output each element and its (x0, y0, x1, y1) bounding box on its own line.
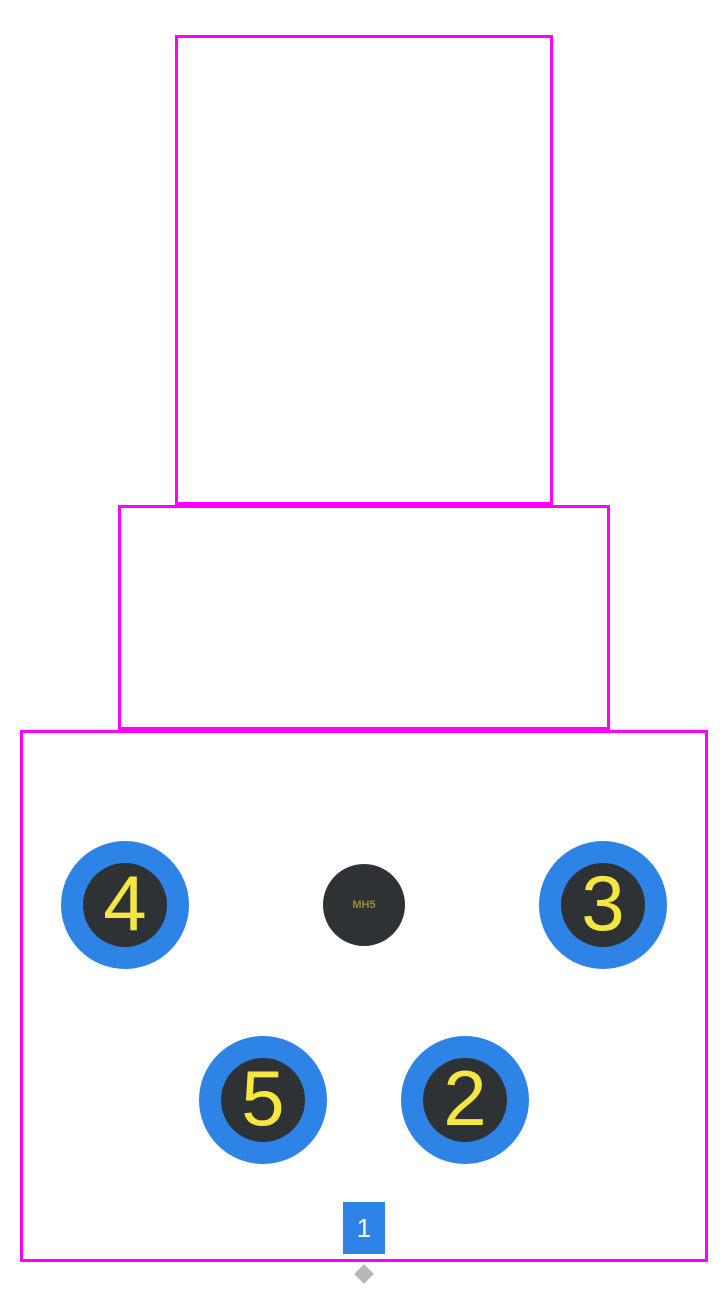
pad-3: 3 (539, 841, 667, 969)
pad-2-ring: 2 (401, 1036, 529, 1164)
outline-box-base (20, 730, 708, 1262)
pad-5-label: 5 (241, 1059, 284, 1137)
outline-box-top (175, 35, 553, 505)
outline-box-mid (118, 505, 610, 730)
pad-5-ring: 5 (199, 1036, 327, 1164)
pad-4-label: 4 (103, 864, 146, 942)
pad-2-label: 2 (443, 1059, 486, 1137)
pad-2: 2 (401, 1036, 529, 1164)
mounting-hole-mh5: MH5 (323, 864, 405, 946)
pad-3-ring: 3 (539, 841, 667, 969)
pin1-label: 1 (357, 1215, 371, 1241)
pad-2-core: 2 (423, 1058, 507, 1142)
pad-3-label: 3 (581, 864, 624, 942)
pad-4: 4 (61, 841, 189, 969)
pad-4-core: 4 (83, 863, 167, 947)
pad-5-core: 5 (221, 1058, 305, 1142)
footprint-canvas: 4 3 5 2 MH5 1 (0, 0, 728, 1304)
pad-4-ring: 4 (61, 841, 189, 969)
pad-5: 5 (199, 1036, 327, 1164)
origin-marker-icon (354, 1264, 374, 1284)
pin1-marker: 1 (343, 1202, 385, 1254)
pad-3-core: 3 (561, 863, 645, 947)
mounting-hole-label: MH5 (352, 900, 375, 911)
